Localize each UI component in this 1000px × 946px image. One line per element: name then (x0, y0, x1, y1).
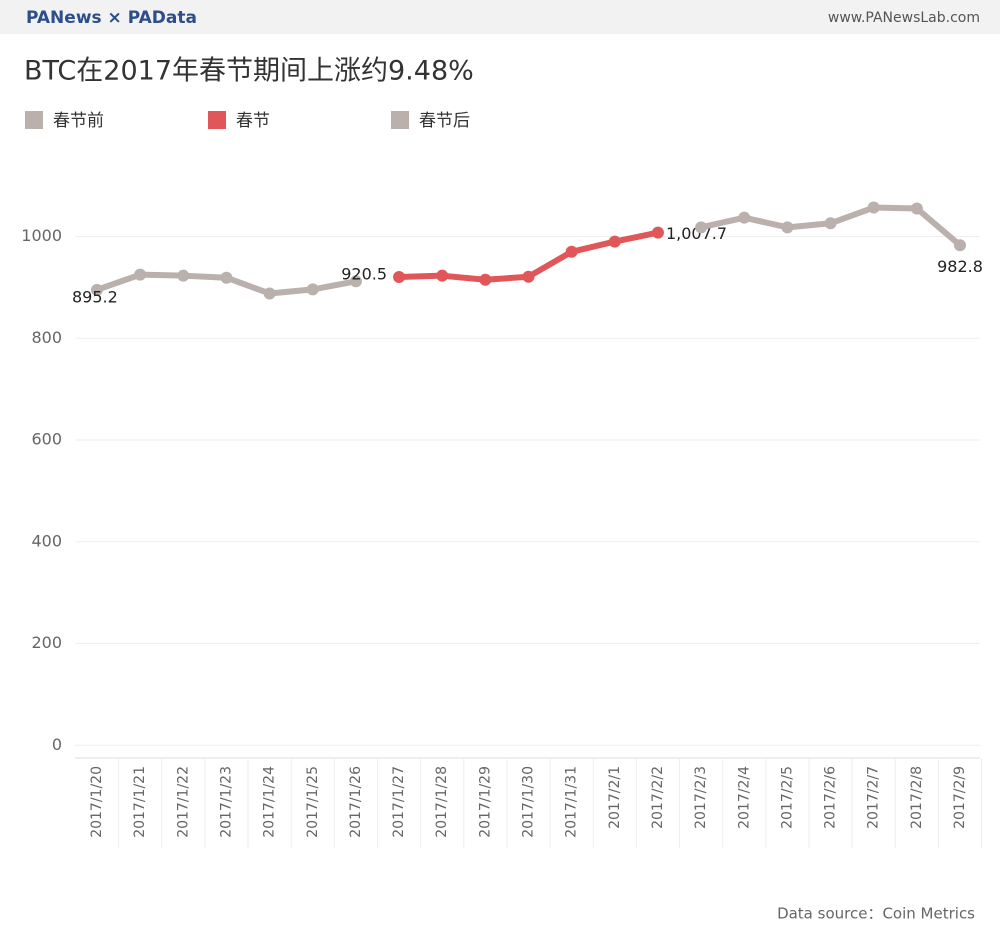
legend-swatch (25, 111, 43, 129)
value-label: 1,007.7 (666, 224, 727, 243)
point (910, 202, 923, 215)
point (867, 201, 880, 214)
x-tick-label: 2017/1/27 (391, 766, 407, 838)
y-tick-label: 600 (31, 430, 62, 449)
x-tick-label: 2017/1/21 (132, 766, 148, 838)
value-label: 895.2 (72, 287, 118, 306)
point (954, 239, 966, 252)
point (695, 221, 708, 234)
legend-label: 春节前 (53, 111, 104, 131)
point (781, 221, 794, 234)
x-tick-label: 2017/1/24 (262, 766, 278, 838)
x-tick-label: 2017/2/7 (866, 766, 882, 829)
point (134, 268, 147, 281)
x-tick-label: 2017/1/22 (175, 766, 191, 838)
point (738, 211, 751, 224)
x-tick-label: 2017/2/5 (779, 766, 795, 829)
point (824, 217, 837, 230)
value-label: 982.8 (937, 257, 983, 276)
header-bar (0, 0, 1000, 34)
x-tick-label: 2017/1/20 (89, 766, 105, 838)
x-tick-label: 2017/2/3 (693, 766, 709, 829)
y-tick-label: 200 (31, 633, 62, 652)
chart-title: BTC在2017年春节期间上涨约9.48% (24, 56, 474, 87)
x-tick-label: 2017/1/26 (348, 766, 364, 838)
y-tick-label: 400 (31, 531, 62, 550)
legend-swatch (391, 111, 409, 129)
site: www.PANewsLab.com (828, 10, 980, 26)
point (393, 270, 406, 283)
y-tick-label: 0 (52, 735, 62, 754)
point (177, 269, 190, 282)
point (91, 283, 103, 296)
x-tick-label: 2017/2/9 (952, 766, 968, 829)
value-label: 920.5 (341, 264, 387, 283)
x-tick-label: 2017/1/23 (218, 766, 234, 838)
point (263, 287, 276, 300)
x-tick-label: 2017/1/30 (521, 766, 537, 838)
point (349, 275, 362, 288)
brand: PANews × PAData (26, 8, 197, 28)
x-tick-label: 2017/2/1 (607, 766, 623, 829)
x-tick-label: 2017/1/28 (434, 766, 450, 838)
y-tick-label: 800 (31, 328, 62, 347)
point (436, 269, 449, 282)
x-tick-label: 2017/2/4 (736, 766, 752, 829)
x-tick-label: 2017/1/25 (305, 766, 321, 838)
x-tick-label: 2017/1/31 (564, 766, 580, 838)
x-tick-label: 2017/2/6 (823, 766, 839, 829)
x-tick-label: 2017/2/2 (650, 766, 666, 829)
point (220, 271, 233, 284)
source: Data source：Coin Metrics (777, 905, 975, 923)
y-tick-label: 1000 (21, 226, 62, 245)
legend-label: 春节后 (419, 111, 470, 131)
point (608, 235, 621, 248)
legend-swatch (208, 111, 226, 129)
x-tick-label: 2017/1/29 (477, 766, 493, 838)
point (306, 283, 319, 296)
legend-label: 春节 (236, 111, 270, 131)
point (565, 245, 578, 258)
point (651, 226, 664, 239)
x-tick-label: 2017/2/8 (909, 766, 925, 829)
point (522, 270, 535, 283)
point (479, 273, 492, 286)
